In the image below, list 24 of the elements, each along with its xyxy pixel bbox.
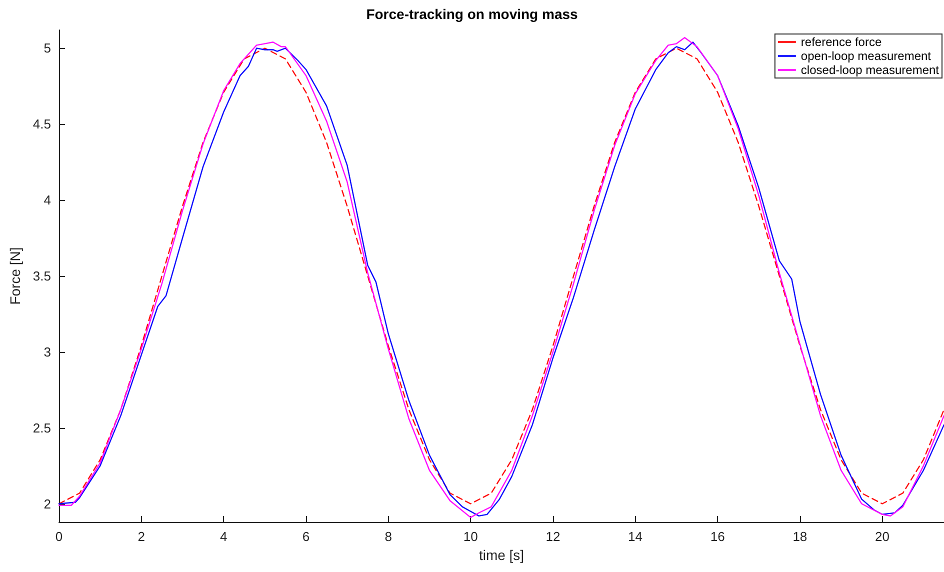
x-tick-label: 14 — [628, 529, 643, 544]
x-tick-label: 8 — [384, 529, 392, 544]
y-tick-label: 4.5 — [32, 116, 51, 132]
y-tick-label: 4 — [44, 192, 51, 208]
y-tick-label: 3 — [44, 344, 51, 360]
x-tick-label: 0 — [55, 529, 63, 544]
x-tick-label: 10 — [463, 529, 478, 544]
x-tick-label: 12 — [546, 529, 560, 544]
chart-title: Force-tracking on moving mass — [366, 6, 578, 22]
legend-label: closed-loop measurement — [800, 63, 940, 77]
y-tick-label: 5 — [44, 40, 51, 56]
y-tick-label: 2 — [44, 496, 51, 512]
y-axis-title: Force [N] — [7, 247, 24, 305]
y-tick-label: 2.5 — [32, 420, 51, 436]
x-tick-label: 2 — [138, 529, 145, 544]
x-tick-label: 4 — [220, 529, 228, 544]
legend-label: open-loop measurement — [800, 49, 932, 63]
x-tick-label: 6 — [302, 529, 310, 544]
y-tick-label: 3.5 — [32, 268, 51, 284]
x-axis-title: time [s] — [478, 547, 524, 563]
x-tick-label: 20 — [875, 529, 890, 544]
legend-label: reference force — [800, 35, 882, 49]
x-tick-label: 16 — [710, 529, 725, 544]
x-tick-label: 18 — [792, 529, 808, 544]
